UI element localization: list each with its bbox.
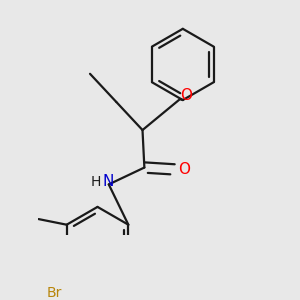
Text: Br: Br (47, 286, 62, 300)
Text: H: H (90, 175, 101, 189)
Text: O: O (181, 88, 193, 103)
Text: O: O (178, 162, 190, 177)
Text: N: N (102, 174, 113, 189)
